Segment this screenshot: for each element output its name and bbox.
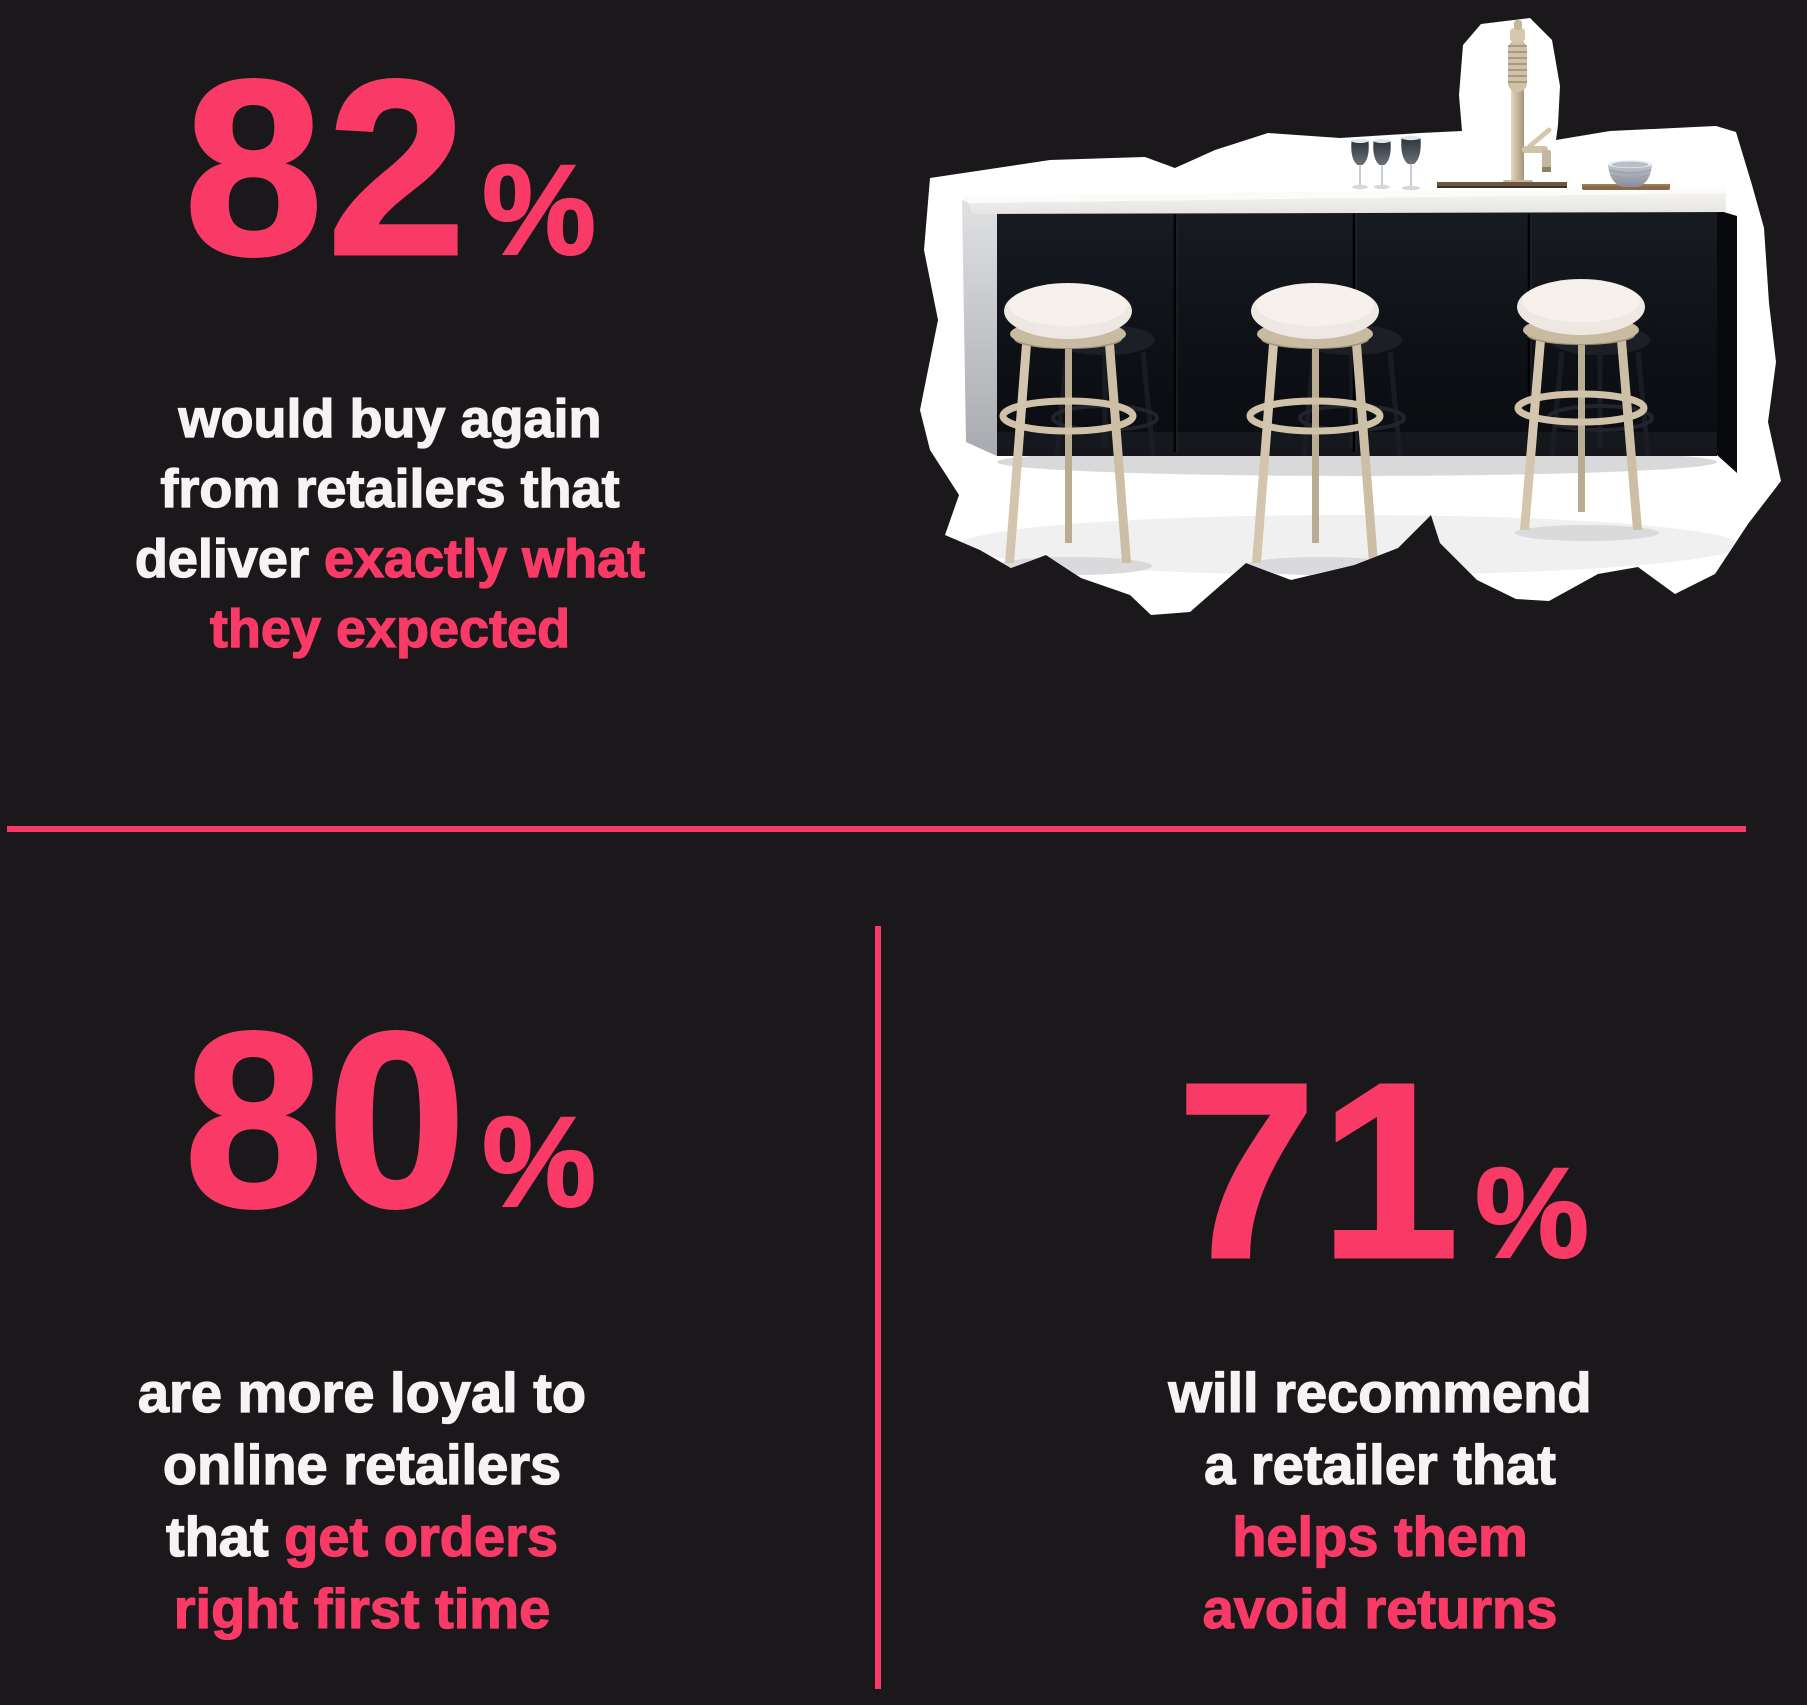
- stat-80-percent-sign: %: [481, 1091, 597, 1234]
- countertop: [962, 187, 1726, 214]
- stat-82-percent-sign: %: [481, 139, 597, 282]
- stat-80-value: 80: [183, 980, 471, 1259]
- bar-stool-middle: [1243, 283, 1399, 575]
- stat-82-description: would buy again from retailers that deli…: [60, 384, 720, 664]
- bar-stool-right: [1514, 279, 1659, 541]
- stat-82-line-4: they expected: [209, 598, 571, 659]
- island-side-panel: [962, 200, 997, 456]
- stat-80-line-2: online retailers: [162, 1432, 562, 1496]
- stat-71-line-4: avoid returns: [1202, 1576, 1558, 1640]
- kitchen-island-photo: [920, 18, 1781, 615]
- stat-71-percent-sign: %: [1474, 1142, 1590, 1285]
- vertical-divider: [875, 926, 881, 1689]
- stat-71-line-3: helps them: [1232, 1504, 1529, 1568]
- bowl: [1582, 160, 1670, 190]
- stat-82-line-3: deliver exactly what: [134, 528, 646, 589]
- stat-71-line-1: will recommend: [1168, 1360, 1593, 1424]
- wine-glasses: [1351, 135, 1421, 191]
- stat-71-description: will recommend a retailer that helps the…: [1050, 1357, 1710, 1645]
- stat-82-number: 82 %: [60, 28, 720, 307]
- stat-71-number: 71 %: [1053, 1031, 1713, 1310]
- stat-71-line-2: a retailer that: [1203, 1432, 1556, 1496]
- stat-80-line-4: right first time: [173, 1576, 551, 1640]
- horizontal-divider: [7, 826, 1746, 832]
- stat-80-line-1: are more loyal to: [137, 1360, 587, 1424]
- stat-80-number: 80 %: [60, 980, 720, 1259]
- stat-80-line-3: that get orders: [165, 1504, 559, 1568]
- stat-82-value: 82: [183, 28, 471, 307]
- stat-82-line-1: would buy again: [178, 388, 602, 449]
- stat-80-description: are more loyal to online retailers that …: [32, 1357, 692, 1645]
- stat-71-value: 71: [1176, 1031, 1464, 1310]
- sink: [1437, 182, 1567, 187]
- stat-82-line-2: from retailers that: [160, 458, 620, 519]
